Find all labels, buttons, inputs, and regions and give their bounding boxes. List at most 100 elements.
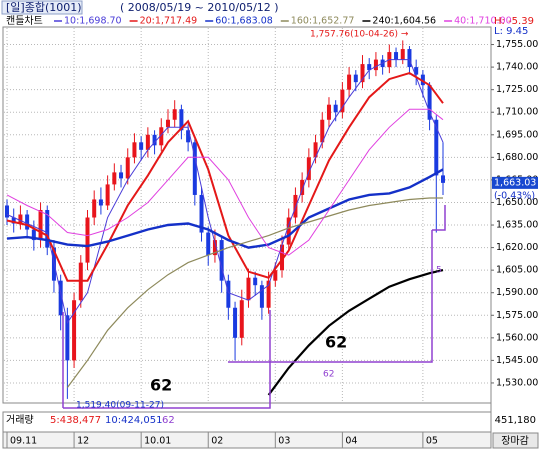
candle-body: [38, 209, 43, 241]
candle-body: [132, 142, 137, 158]
candle-body: [65, 315, 70, 361]
low-annotation: 1,519.40(09-11-27): [76, 401, 164, 411]
candle-body: [286, 217, 291, 245]
candle-body: [306, 157, 311, 180]
candle-body: [233, 307, 238, 338]
candle-body: [25, 214, 30, 230]
candle-body: [152, 134, 157, 146]
candle-body: [253, 277, 258, 286]
y-tick-label: 1,695.00: [496, 129, 538, 140]
candle-body: [98, 199, 103, 206]
y-tick-label: 1,710.00: [496, 107, 538, 118]
date-range: ( 2008/05/19 ~ 2010/05/12 ): [120, 1, 279, 14]
candle-body: [259, 285, 264, 308]
cycle-line: [228, 230, 433, 363]
x-tick-label: 04: [345, 436, 357, 447]
candle-body: [427, 85, 432, 120]
candle-body: [320, 119, 325, 143]
close-button-label[interactable]: 장마감: [501, 435, 529, 447]
candle-body: [280, 244, 285, 271]
legend-entry: 10:1,698.70: [64, 16, 122, 27]
candle-body: [226, 280, 231, 308]
candle-body: [400, 49, 405, 60]
candle-body: [434, 119, 439, 176]
candle-body: [139, 142, 144, 150]
candle-body: [119, 172, 124, 179]
candle-body: [441, 175, 445, 183]
candle-body: [313, 142, 318, 158]
candle-body: [11, 217, 16, 224]
high-label: H: -5.39: [494, 16, 534, 27]
moving-average: [66, 197, 443, 388]
x-tick-label: 12: [77, 436, 89, 447]
candle-body: [159, 127, 164, 146]
candle-body: [219, 240, 224, 281]
x-tick-label: 10.01: [144, 436, 171, 447]
candle-body: [347, 74, 352, 90]
candle-body: [105, 184, 110, 206]
moving-average: [267, 269, 444, 396]
candle-body: [373, 59, 378, 71]
y-tick-label: 1,560.00: [496, 332, 538, 343]
legend-entry: 160:1,652.77: [291, 16, 355, 27]
candle-body: [179, 109, 184, 131]
volume-title: 거래량: [6, 414, 34, 426]
y-tick-label: 1,635.00: [496, 220, 538, 231]
candle-body: [246, 277, 251, 301]
candle-body: [394, 52, 399, 60]
legend-entry: 240:1,604.56: [372, 16, 436, 27]
legend-entry: 60:1,683.08: [215, 16, 273, 27]
candle-body: [145, 134, 150, 150]
candle-body: [420, 74, 425, 86]
cycle-label: 62: [323, 370, 334, 380]
volume-value: 451,180: [495, 415, 536, 426]
volume-item: 62: [162, 415, 175, 426]
x-tick-label: 03: [278, 436, 290, 447]
candle-body: [58, 280, 63, 316]
candle-body: [266, 280, 271, 308]
candle-body: [31, 229, 36, 241]
legend: 10:1,698.70 20:1,717.49 60:1,683.08 160:1,6…: [54, 16, 512, 27]
cycle-label: 62: [150, 376, 172, 395]
last-price-label: 1,663.03: [494, 177, 536, 188]
legend-entry: 40:1,710.00: [454, 16, 512, 27]
x-axis-band: [2, 431, 492, 449]
candle-body: [199, 194, 204, 233]
last-change-label: (-0.43%): [494, 190, 535, 201]
legend-entry: 20:1,717.49: [140, 16, 198, 27]
y-tick-label: 1,650.00: [496, 197, 538, 208]
y-tick-label: 1,575.00: [496, 310, 538, 321]
close-button[interactable]: [492, 432, 539, 449]
moving-average: [6, 108, 444, 256]
y-tick-label: 1,740.00: [496, 62, 538, 73]
candle-body: [239, 300, 244, 338]
candle-body: [407, 49, 412, 68]
candle-body: [92, 199, 97, 218]
cycle-label: 5: [436, 266, 442, 276]
moving-average: [6, 72, 444, 282]
candle-body: [125, 157, 130, 179]
candle-body: [340, 89, 345, 113]
candle-body: [333, 104, 338, 113]
y-tick-label: 1,605.00: [496, 265, 538, 276]
candle-body: [165, 119, 170, 128]
moving-average: [6, 59, 444, 325]
candle-body: [45, 209, 50, 248]
volume-item: 10:424,051: [105, 415, 162, 426]
candle-body: [186, 130, 191, 143]
x-tick-label: 05: [426, 436, 438, 447]
candle-body: [5, 205, 9, 218]
candle-body: [192, 142, 197, 195]
moving-average: [6, 168, 444, 249]
y-tick-label: 1,725.00: [496, 84, 538, 95]
y-tick-label: 1,620.00: [496, 242, 538, 253]
y-tick-label: 1,680.00: [496, 152, 538, 163]
candle-body: [273, 270, 278, 281]
candle-body: [18, 214, 23, 224]
x-tick-label: 02: [211, 436, 223, 447]
candle-body: [206, 232, 211, 256]
low-label: L: 9.45: [494, 26, 528, 37]
candle-body: [360, 64, 365, 83]
candle-body: [367, 64, 372, 71]
